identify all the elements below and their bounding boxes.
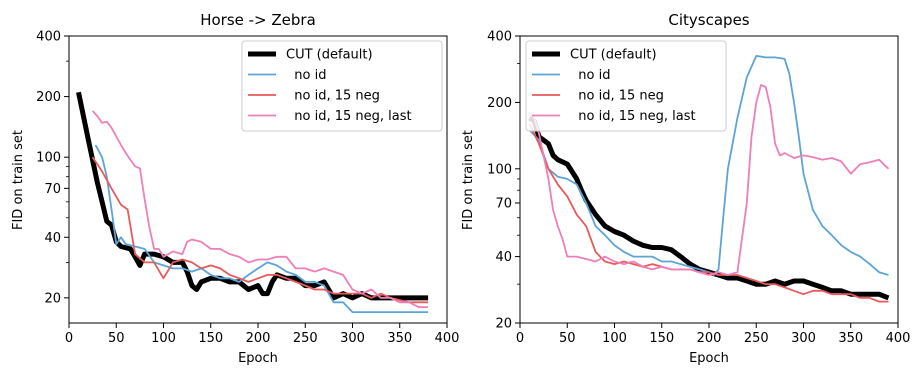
y-tick-label: 70 — [44, 182, 61, 197]
x-tick-label: 300 — [340, 331, 365, 346]
legend-entry: CUT (default) — [570, 48, 657, 63]
x-tick-label: 100 — [151, 331, 176, 346]
x-tick-label: 200 — [697, 331, 722, 346]
y-tick-label: 100 — [36, 151, 61, 166]
legend-entry: no id, 15 neg — [286, 89, 380, 104]
x-axis-ticks: 0 50 100 150 200 250 300 350 400 — [65, 323, 460, 346]
chart-panel-cityscapes: Cityscapes 0 50 100 150 200 250 300 350 400 20 40… — [461, 11, 910, 366]
series-line-1 — [94, 144, 429, 313]
x-tick-label: 250 — [744, 331, 769, 346]
x-tick-label: 100 — [602, 331, 627, 346]
y-axis-label: FID on train set — [461, 130, 476, 230]
x-axis-label: Epoch — [689, 351, 729, 366]
legend-entry: no id, 15 neg, last — [286, 109, 412, 124]
series-line-3 — [91, 110, 429, 308]
x-axis-ticks: 0 50 100 150 200 250 300 350 400 — [516, 323, 911, 346]
legend-entry: no id, 15 neg — [570, 89, 664, 104]
legend-entry: no id — [570, 68, 610, 83]
x-tick-label: 50 — [108, 331, 125, 346]
x-tick-label: 250 — [293, 331, 318, 346]
chart-title: Cityscapes — [668, 11, 749, 29]
legend: CUT (default) no id no id, 15 neg no id,… — [241, 40, 443, 132]
series-layer — [528, 55, 890, 303]
series-line-2 — [91, 156, 429, 304]
x-tick-label: 200 — [246, 331, 271, 346]
x-tick-label: 0 — [65, 331, 73, 346]
x-axis-label: Epoch — [238, 351, 278, 366]
chart-panel-horse-zebra: Horse -> Zebra 0 50 100 150 200 250 300 350 400 … — [11, 11, 459, 366]
y-tick-label: 70 — [495, 196, 512, 211]
x-tick-label: 150 — [198, 331, 223, 346]
y-tick-label: 200 — [487, 96, 512, 111]
y-tick-label: 200 — [36, 90, 61, 105]
y-tick-label: 40 — [44, 231, 61, 246]
y-axis-label: FID on train set — [11, 130, 26, 230]
x-tick-label: 400 — [886, 331, 911, 346]
legend-entry: no id, 15 neg, last — [570, 109, 696, 124]
series-line-3 — [528, 84, 890, 276]
y-tick-label: 20 — [495, 317, 512, 332]
series-layer — [76, 91, 429, 313]
series-line-0 — [528, 115, 890, 301]
chart-title: Horse -> Zebra — [200, 11, 316, 29]
x-tick-label: 350 — [387, 331, 412, 346]
x-tick-label: 150 — [649, 331, 674, 346]
y-tick-label: 20 — [44, 291, 61, 306]
x-tick-label: 50 — [559, 331, 576, 346]
legend-box — [525, 40, 727, 132]
legend-box — [241, 40, 443, 132]
y-tick-label: 40 — [495, 250, 512, 265]
y-tick-label: 400 — [36, 30, 61, 45]
y-axis-ticks: 20 40 70 100 200 400 — [487, 30, 520, 332]
y-tick-label: 100 — [487, 162, 512, 177]
legend-entry: no id — [286, 68, 326, 83]
x-tick-label: 300 — [791, 331, 816, 346]
x-tick-label: 0 — [516, 331, 524, 346]
legend-entry: CUT (default) — [286, 48, 373, 63]
y-axis-ticks: 20 40 70 100 200 400 — [36, 30, 69, 306]
series-line-2 — [528, 123, 889, 303]
series-line-1 — [528, 55, 889, 276]
x-tick-label: 350 — [838, 331, 863, 346]
y-tick-label: 400 — [487, 30, 512, 45]
x-tick-label: 400 — [435, 331, 460, 346]
legend: CUT (default) no id no id, 15 neg no id,… — [525, 40, 727, 132]
